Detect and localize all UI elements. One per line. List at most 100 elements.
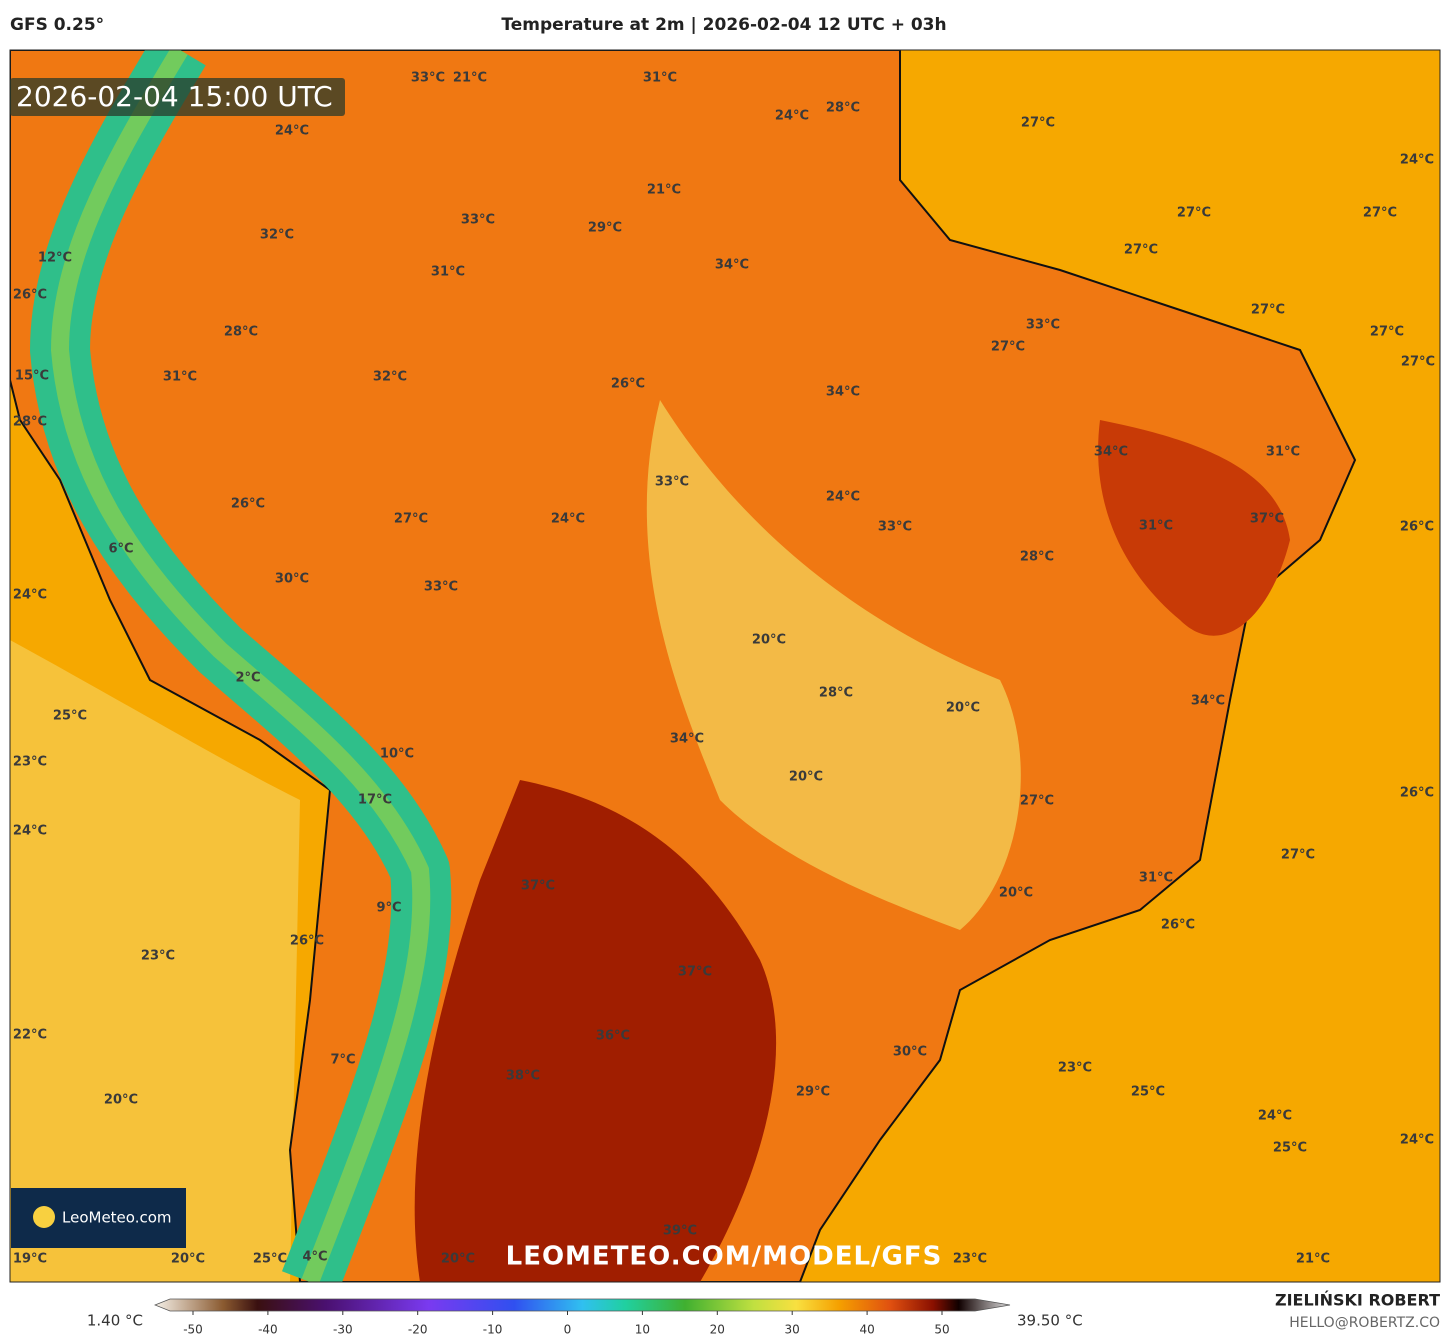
temperature-label: 26°C <box>611 377 645 392</box>
temperature-label: 22°C <box>13 1028 47 1043</box>
temperature-label: 27°C <box>1281 848 1315 863</box>
temperature-label: 24°C <box>275 124 309 139</box>
temperature-label: 20°C <box>999 886 1033 901</box>
temperature-label: 32°C <box>260 228 294 243</box>
temperature-label: 20°C <box>441 1252 475 1267</box>
temperature-label: 25°C <box>1131 1085 1165 1100</box>
temperature-label: 29°C <box>588 221 622 236</box>
mild-region <box>646 400 1021 930</box>
temperature-label: 33°C <box>461 213 495 228</box>
temperature-label: 24°C <box>1400 1133 1434 1148</box>
colorbar-tick-label: -10 <box>483 1323 503 1337</box>
temperature-label: 15°C <box>15 369 49 384</box>
colorbar-tick-label: 20 <box>710 1323 725 1337</box>
temperature-label: 34°C <box>715 258 749 273</box>
hot-region <box>414 780 777 1282</box>
timestamp: 2026-02-04 15:00 UTC <box>16 80 333 113</box>
temperature-label: 27°C <box>1124 243 1158 258</box>
temperature-label: 26°C <box>13 288 47 303</box>
temperature-label: 27°C <box>991 340 1025 355</box>
temperature-label: 27°C <box>1401 355 1435 370</box>
map: 33°C 21°C 31°C 28°C 24°C 27°C 24°C 24°C 21°C 27°C… <box>10 50 1440 1282</box>
temperature-label: 27°C <box>1020 794 1054 809</box>
colorbar-tick-label: 10 <box>635 1323 650 1337</box>
andes-ridge <box>50 50 431 1282</box>
temperature-label: 24°C <box>13 588 47 603</box>
map-frame <box>9 49 1441 1283</box>
temperature-label: 4°C <box>302 1250 327 1265</box>
temperature-label: 26°C <box>290 934 324 949</box>
temperature-label: 24°C <box>1258 1109 1292 1124</box>
temperature-label: 28°C <box>13 415 47 430</box>
contact: HELLO@ROBERTZ.CO <box>1289 1315 1440 1331</box>
temperature-label: 31°C <box>163 370 197 385</box>
temperature-label: 25°C <box>1273 1141 1307 1156</box>
temperature-label: 31°C <box>1266 445 1300 460</box>
colorbar-tick-label: -20 <box>408 1323 428 1337</box>
temperature-label: 32°C <box>373 370 407 385</box>
temperature-label: 31°C <box>1139 519 1173 534</box>
temperature-label: 39°C <box>663 1224 697 1239</box>
timestamp-box <box>10 78 345 116</box>
temperature-label: 23°C <box>141 949 175 964</box>
temperature-label: 37°C <box>678 965 712 980</box>
colorbar-max: 39.50 °C <box>1017 1312 1083 1330</box>
author: ZIELIŃSKI ROBERT <box>1275 1291 1440 1310</box>
temperature-label: 31°C <box>1139 871 1173 886</box>
temperature-label: 38°C <box>506 1069 540 1084</box>
temperature-label: 30°C <box>275 572 309 587</box>
temperature-label: 34°C <box>826 385 860 400</box>
temperature-label: 33°C <box>655 475 689 490</box>
logo: LeoMeteo.com <box>62 1209 172 1227</box>
temperature-label: 36°C <box>596 1029 630 1044</box>
temperature-label: 27°C <box>1363 206 1397 221</box>
pacific-cool <box>10 640 300 1282</box>
temperature-label: 21°C <box>453 71 487 86</box>
temperature-label: 30°C <box>893 1045 927 1060</box>
logo-sun <box>33 1206 55 1228</box>
temperature-label: 20°C <box>752 633 786 648</box>
temperature-label: 21°C <box>647 183 681 198</box>
temperature-label: 24°C <box>775 109 809 124</box>
temperature-label: 20°C <box>171 1252 205 1267</box>
temperature-label: 33°C <box>878 520 912 535</box>
temperature-label: 34°C <box>670 732 704 747</box>
temperature-label: 27°C <box>1251 303 1285 318</box>
temperature-label: 34°C <box>1191 694 1225 709</box>
temperature-label: 7°C <box>330 1053 355 1068</box>
colorbar-tick-label: -30 <box>333 1323 353 1337</box>
temperature-label: 27°C <box>1370 325 1404 340</box>
temperature-labels: 33°C 21°C 31°C 28°C 24°C 27°C 24°C 24°C 21°C 27°C… <box>13 71 1435 1267</box>
temperature-label: 25°C <box>253 1252 287 1267</box>
temperature-label: 23°C <box>1058 1061 1092 1076</box>
temperature-label: 23°C <box>13 755 47 770</box>
temperature-label: 6°C <box>108 542 133 557</box>
colorbar-tick-label: -50 <box>183 1323 203 1337</box>
hot-region <box>1098 420 1290 636</box>
temperature-label: 28°C <box>1020 550 1054 565</box>
temperature-label: 12°C <box>38 251 72 266</box>
temperature-label: 24°C <box>13 824 47 839</box>
colorbar-tick-label: 30 <box>785 1323 800 1337</box>
colorbar-bar <box>154 1298 1011 1312</box>
temperature-label: 33°C <box>411 71 445 86</box>
colorbar: -50 -40 -30 -20 -10 0 10 20 30 40 50 <box>154 1298 1011 1337</box>
temperature-label: 28°C <box>819 686 853 701</box>
temperature-label: 2°C <box>235 671 260 686</box>
temperature-label: 23°C <box>953 1252 987 1267</box>
temperature-label: 19°C <box>13 1252 47 1267</box>
temperature-label: 29°C <box>796 1085 830 1100</box>
temperature-label: 37°C <box>521 879 555 894</box>
temperature-label: 21°C <box>1296 1252 1330 1267</box>
colorbar-tick-label: 0 <box>564 1323 572 1337</box>
temperature-label: 28°C <box>224 325 258 340</box>
colorbar-min: 1.40 °C <box>87 1312 143 1330</box>
model-name: GFS 0.25° <box>10 15 104 35</box>
temperature-label: 27°C <box>1177 206 1211 221</box>
temperature-label: 24°C <box>1400 153 1434 168</box>
temperature-label: 34°C <box>1094 445 1128 460</box>
colorbar-tick-label: 40 <box>859 1323 874 1337</box>
temperature-label: 20°C <box>789 770 823 785</box>
temperature-label: 9°C <box>376 901 401 916</box>
